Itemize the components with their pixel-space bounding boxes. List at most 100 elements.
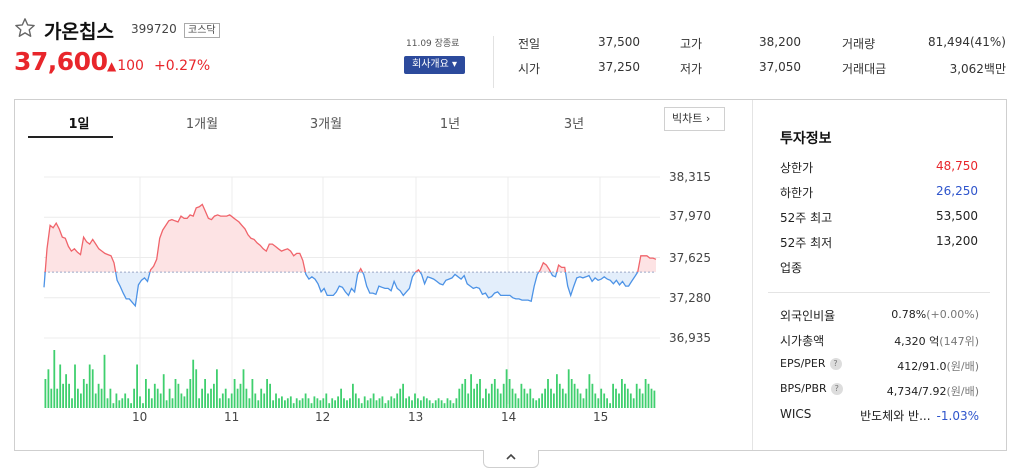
volume-bar (393, 398, 396, 408)
volume-bar (458, 388, 461, 408)
volume-bar (612, 383, 614, 408)
wics-sector-link[interactable]: 반도체와 반... (860, 409, 931, 423)
volume-bar (278, 398, 280, 408)
upper-limit-value: 48,750 (936, 159, 978, 173)
volume-bar (213, 383, 215, 408)
volume-bar (65, 374, 67, 408)
volume-bar (115, 393, 118, 408)
volume-bar (561, 388, 564, 408)
volume-bar (591, 383, 594, 408)
tab-1-month[interactable]: 1개월 (185, 117, 219, 132)
market-cap-rank: (147위) (939, 335, 979, 348)
foreign-ratio-number: 0.78% (891, 308, 927, 321)
volume-bar (103, 354, 106, 408)
volume-bar (295, 398, 298, 408)
volume-bar (624, 383, 626, 408)
volume-bar (233, 379, 236, 408)
volume-bar (50, 388, 53, 408)
volume-bar (352, 383, 354, 408)
tab-3-years[interactable]: 3년 (563, 117, 585, 132)
volume-bar (428, 400, 431, 408)
current-price: 37,600 (14, 47, 108, 76)
period-tabs: 1일 1개월 3개월 1년 3년 (15, 100, 752, 140)
volume-bar (121, 398, 124, 408)
volume-bar (127, 398, 130, 408)
company-overview-button[interactable]: 회사개요 ▾ (404, 56, 465, 74)
volume-bar (357, 398, 360, 408)
volume-bar (384, 403, 387, 408)
volume-bar (248, 398, 251, 408)
volume-bar (505, 369, 508, 408)
help-icon[interactable]: ? (829, 358, 842, 370)
market-cap-label: 시가총액 (780, 334, 825, 348)
up-triangle-icon: ▲ (107, 59, 117, 73)
volume-bar (44, 379, 47, 408)
volume-bar (508, 379, 511, 408)
volume-bar (59, 364, 62, 408)
volume-bar (136, 364, 138, 408)
volume-bar (405, 398, 407, 408)
x-tick-label: 12 (315, 410, 331, 424)
volume-bar (218, 398, 221, 408)
volume-bar (541, 393, 543, 408)
price-area-up (44, 204, 656, 273)
volume-bar (402, 383, 404, 408)
volume-bar (272, 400, 274, 408)
big-chart-button[interactable]: 빅차트 › (664, 107, 725, 131)
volume-bar (313, 396, 316, 408)
volume-bar (88, 364, 91, 408)
volume-bar (558, 383, 561, 408)
volume-bar (502, 383, 505, 408)
volume-bar (80, 393, 82, 408)
bps-pbr-label: BPS/PBR? (780, 382, 843, 395)
volume-bar (422, 396, 425, 408)
volume-bar (579, 393, 582, 408)
volume-bar (266, 379, 268, 408)
volume-bar (567, 369, 570, 408)
volume-bar (511, 388, 514, 408)
volume-bar (556, 374, 558, 408)
volume-bar (372, 393, 375, 408)
help-icon[interactable]: ? (830, 383, 843, 395)
tab-1-year[interactable]: 1년 (439, 117, 461, 132)
volume-bar (82, 379, 85, 408)
volume-bar (257, 400, 260, 408)
foreign-ratio-value: 0.78%(+0.00%) (860, 308, 979, 321)
volume-bar (446, 398, 449, 408)
upper-limit-label: 상한가 (780, 161, 814, 175)
tab-3-months[interactable]: 3개월 (309, 117, 343, 132)
volume-bar (289, 396, 292, 408)
volume-bar (124, 393, 127, 408)
volume-bar (411, 400, 413, 408)
volume-bar (544, 388, 546, 408)
volume-bar (576, 388, 579, 408)
volume-bar (77, 388, 79, 408)
volume-bar (420, 400, 422, 408)
volume-bar (53, 350, 56, 408)
volume-bar (464, 379, 467, 408)
volume-bar (476, 383, 478, 408)
volume-bar (245, 388, 248, 408)
eps-per-number: 412/91.0 (897, 360, 947, 373)
tab-1-day[interactable]: 1일 (68, 117, 90, 132)
volume-bar (340, 388, 342, 408)
favorite-star-icon[interactable] (14, 17, 36, 39)
volume-bar (647, 383, 650, 408)
volume-bar (520, 383, 523, 408)
volume-bar (242, 369, 245, 408)
volume-bar (615, 388, 617, 408)
volume-bar (538, 398, 540, 408)
volume-bar (600, 388, 603, 408)
volume-bar (227, 398, 230, 408)
high-label: 고가 (680, 37, 703, 51)
collapse-chart-button[interactable] (483, 450, 539, 468)
volume-bar (641, 393, 644, 408)
volume-bar (585, 388, 588, 408)
volume-bar (284, 400, 286, 408)
volume-bar (74, 364, 76, 408)
x-tick-label: 10 (132, 410, 148, 424)
volume-bar (275, 393, 277, 408)
volume-bar (375, 400, 378, 408)
volume-bar (644, 379, 647, 408)
high-52w-label: 52주 최고 (780, 211, 833, 225)
